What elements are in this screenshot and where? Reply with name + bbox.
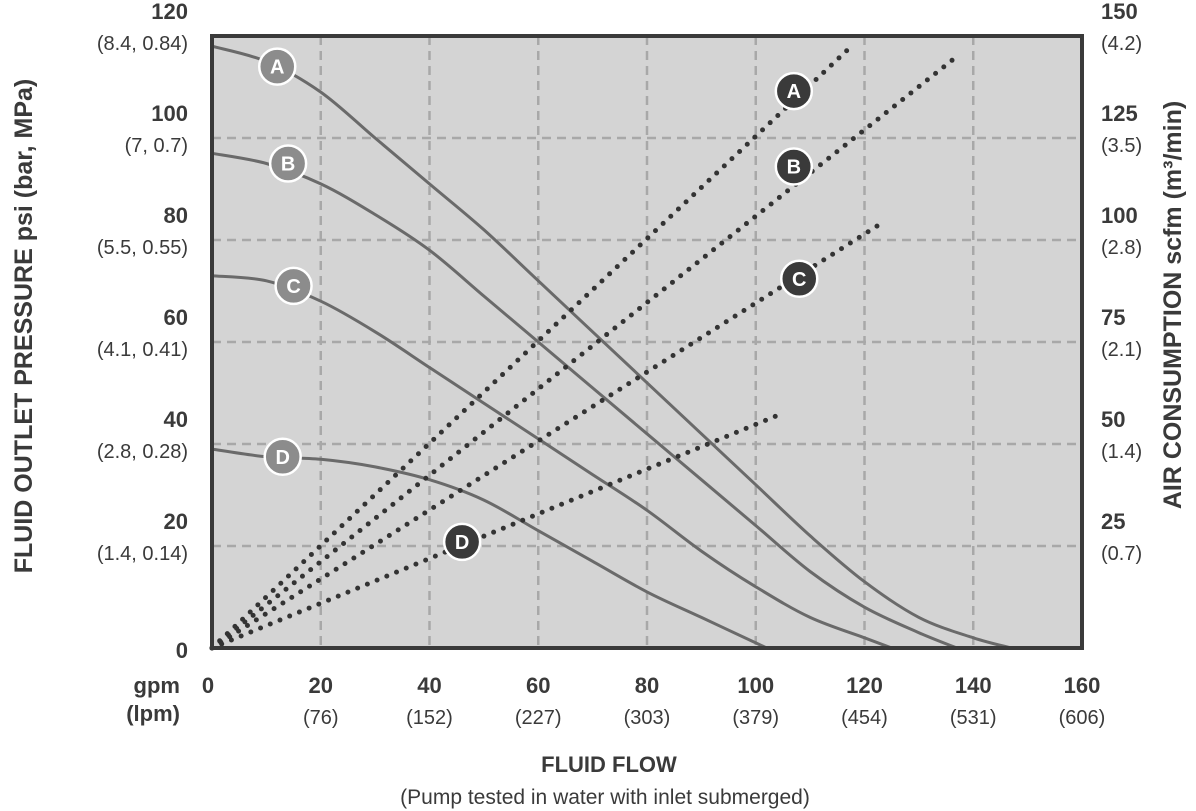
air-line-a <box>209 41 857 651</box>
pressure-curve-d <box>211 447 768 650</box>
left-axis-ticks: 0 20 (1.4, 0.14) 40 (2.8, 0.28) 60 (4.1, 0.41)… <box>97 0 188 663</box>
pressure-marker-c-badge <box>274 266 313 306</box>
y-tick-sublabel: (2.8, 0.28) <box>97 441 188 463</box>
x-axis-subtitle: (Pump tested in water with inlet submerg… <box>400 786 810 809</box>
y-tick-label: 100 <box>151 101 188 126</box>
x-tick-label: 20 <box>309 673 333 698</box>
air-consumption-lines <box>209 41 960 651</box>
pressure-marker-a-badge <box>258 47 297 86</box>
pressure-marker-c: C <box>274 266 313 306</box>
y2-tick-sublabel: (0.7) <box>1101 543 1142 565</box>
right-axis-ticks: 25 (0.7) 50 (1.4) 75 (2.1) 100 (2.8) 125 (3.5) 150… <box>1101 0 1142 565</box>
air-marker-b-label: B <box>787 157 801 179</box>
x-tick-label: 40 <box>417 673 441 698</box>
y-tick-sublabel: (1.4, 0.14) <box>97 543 188 565</box>
x-tick-label: 60 <box>526 673 550 698</box>
x-tick-label: 160 <box>1064 673 1101 698</box>
pressure-curve-b <box>211 151 958 650</box>
y-tick-sublabel: (8.4, 0.84) <box>97 33 188 55</box>
x-tick-sublabel: (152) <box>406 707 453 729</box>
y-tick-label: 0 <box>176 638 188 663</box>
x-tick-sublabel: (454) <box>841 707 888 729</box>
pressure-curve-c <box>211 274 893 650</box>
pressure-marker-d-label: D <box>275 447 289 469</box>
x-tick-sublabel: (76) <box>303 707 339 729</box>
pressure-marker-d-badge <box>263 437 302 476</box>
y2-tick-sublabel: (4.2) <box>1101 33 1142 55</box>
pressure-curve-a <box>211 44 1012 650</box>
y-tick-label: 60 <box>164 305 188 330</box>
x-unit-secondary: (lpm) <box>126 701 180 726</box>
air-marker-a: A <box>774 71 814 111</box>
air-line-d <box>209 412 780 651</box>
pressure-curves <box>211 44 1012 650</box>
y-tick-sublabel: (7, 0.7) <box>125 135 188 157</box>
y2-tick-sublabel: (2.1) <box>1101 339 1142 361</box>
y-tick-sublabel: (5.5, 0.55) <box>97 237 188 259</box>
x-unit-primary: gpm <box>134 673 180 698</box>
y-tick-sublabel: (4.1, 0.41) <box>97 339 188 361</box>
x-tick-sublabel: (606) <box>1059 707 1106 729</box>
x-tick-label: 100 <box>737 673 774 698</box>
pressure-marker-b: B <box>268 144 308 183</box>
air-marker-d-label: D <box>455 532 469 554</box>
y2-axis-title: AIR CONSUMPTION scfm (m³/min) <box>1159 101 1187 509</box>
y2-tick-label: 25 <box>1101 509 1125 534</box>
y-tick-label: 120 <box>151 0 188 24</box>
air-marker-b: B <box>774 147 814 186</box>
air-marker-d: D <box>442 522 482 562</box>
x-tick-label: 140 <box>955 673 992 698</box>
series-markers: A B C D A B C D <box>258 47 819 562</box>
pressure-marker-c-label: C <box>286 276 300 298</box>
air-marker-b-badge <box>774 147 814 186</box>
y-tick-label: 40 <box>164 407 188 432</box>
x-tick-sublabel: (531) <box>950 707 997 729</box>
air-marker-c-badge <box>780 259 819 299</box>
y2-tick-label: 50 <box>1101 407 1125 432</box>
y2-tick-sublabel: (3.5) <box>1101 135 1142 157</box>
air-line-c <box>209 221 884 651</box>
pressure-marker-b-label: B <box>281 154 295 176</box>
y-axis-title: FLUID OUTLET PRESSURE psi (bar, MPa) <box>10 79 38 574</box>
y2-tick-sublabel: (2.8) <box>1101 237 1142 259</box>
air-marker-a-label: A <box>787 81 801 103</box>
x-tick-label: 120 <box>846 673 883 698</box>
y-tick-label: 20 <box>164 509 188 534</box>
pressure-marker-b-badge <box>268 144 308 183</box>
x-axis-title: FLUID FLOW <box>541 752 677 777</box>
plot-frame <box>210 34 1084 650</box>
air-marker-a-badge <box>774 71 814 111</box>
y-tick-label: 80 <box>164 203 188 228</box>
y2-tick-label: 75 <box>1101 305 1125 330</box>
air-marker-c-label: C <box>792 269 806 291</box>
x-tick-sublabel: (379) <box>732 707 779 729</box>
air-marker-d-badge <box>442 522 482 562</box>
x-tick-label: 0 <box>202 673 214 698</box>
y2-tick-label: 100 <box>1101 203 1138 228</box>
pressure-marker-a: A <box>258 47 297 86</box>
y2-tick-sublabel: (1.4) <box>1101 441 1142 463</box>
y2-tick-label: 125 <box>1101 101 1138 126</box>
x-tick-sublabel: (227) <box>515 707 562 729</box>
x-tick-sublabel: (303) <box>624 707 671 729</box>
y2-tick-label: 150 <box>1101 0 1138 24</box>
air-marker-c: C <box>780 259 819 299</box>
x-tick-label: 80 <box>635 673 659 698</box>
x-axis-ticks: 0 20 (76) 40 (152) 60 (227) 80 (303) 100 (379) 120 (… <box>202 673 1105 729</box>
air-line-b <box>209 53 960 651</box>
pressure-marker-a-label: A <box>270 57 284 79</box>
pressure-marker-d: D <box>263 437 302 476</box>
